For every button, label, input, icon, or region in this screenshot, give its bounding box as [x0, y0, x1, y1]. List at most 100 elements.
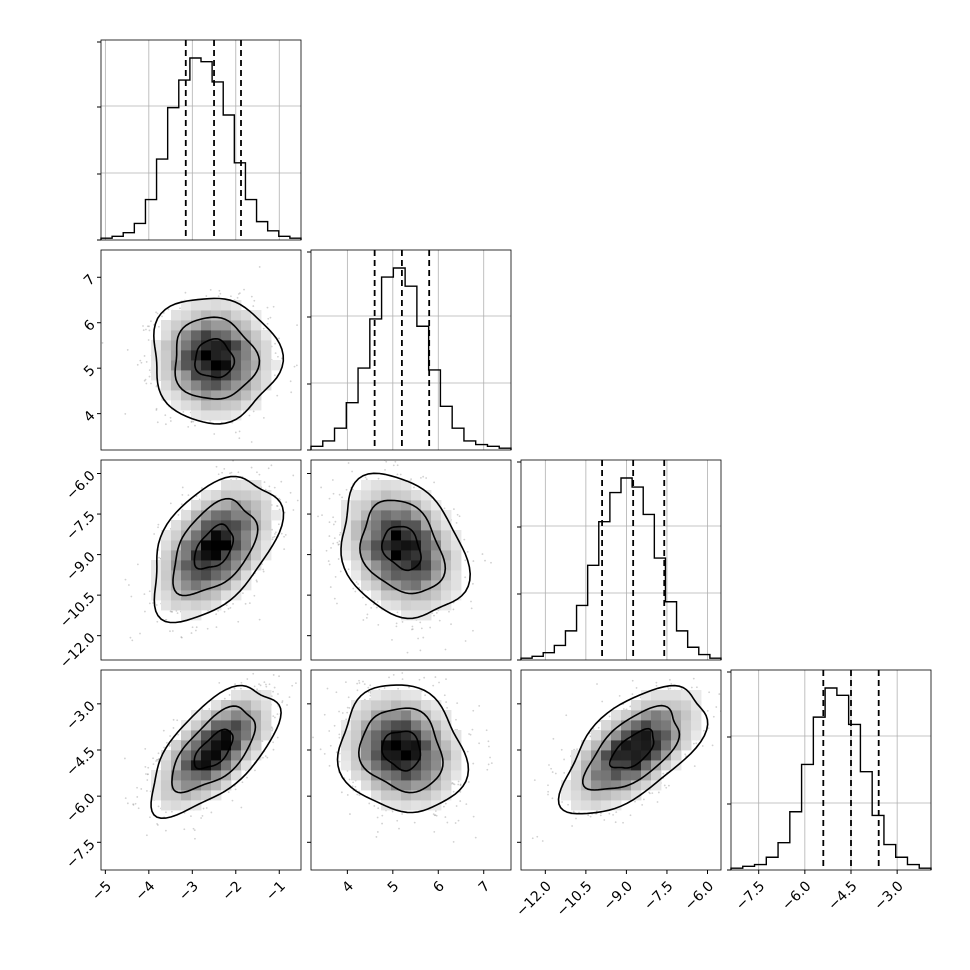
sample-point — [325, 549, 328, 552]
density-cell — [251, 360, 262, 371]
sample-point — [329, 586, 332, 588]
sample-point — [124, 578, 127, 581]
density-cell — [241, 380, 252, 391]
sample-point — [180, 636, 183, 638]
density-cell — [261, 350, 272, 361]
sample-point — [156, 822, 158, 825]
density-cell — [201, 310, 212, 321]
density-cell — [171, 310, 182, 321]
density-cell — [251, 490, 262, 501]
sample-point — [279, 498, 282, 501]
sample-point — [101, 342, 104, 344]
density-cell — [221, 380, 232, 391]
density-cell — [241, 400, 252, 411]
density-cell — [221, 570, 232, 581]
density-cell — [241, 480, 252, 491]
density-cell — [261, 500, 272, 511]
sample-point — [235, 477, 238, 480]
sample-point — [184, 291, 187, 294]
density-cell — [171, 590, 182, 601]
density-cell — [241, 340, 252, 351]
sample-point — [126, 802, 129, 805]
axes-frame — [100, 39, 302, 241]
density-cell — [211, 380, 222, 391]
sample-point — [464, 640, 467, 642]
contour-line — [174, 316, 261, 400]
sample-point — [237, 471, 240, 474]
histogram-step-line — [520, 477, 722, 660]
sample-point — [419, 621, 422, 624]
density-cell — [211, 300, 222, 311]
sample-point — [321, 514, 323, 517]
density-cell — [241, 500, 252, 511]
sample-point — [355, 581, 358, 584]
density-cell — [241, 330, 252, 341]
sample-point — [248, 414, 251, 417]
sample-point — [262, 568, 265, 571]
sample-point — [252, 305, 255, 307]
sample-point — [376, 601, 379, 603]
sample-point — [169, 420, 172, 422]
sample-point — [223, 610, 226, 613]
sample-point — [140, 788, 143, 790]
sample-point — [472, 582, 474, 585]
sample-point — [164, 829, 167, 832]
density-cell — [211, 360, 222, 371]
density-cell — [191, 300, 202, 311]
sample-point — [466, 550, 469, 553]
sample-point — [448, 610, 450, 613]
sample-point — [250, 295, 253, 298]
sample-point — [332, 516, 335, 519]
sample-point — [148, 602, 151, 605]
sample-point — [433, 481, 436, 484]
sample-point — [182, 410, 185, 413]
sample-point — [276, 394, 279, 397]
sample-point — [330, 547, 332, 549]
sample-point — [240, 681, 243, 684]
density-cell — [211, 530, 222, 541]
sample-point — [283, 535, 285, 538]
density-cell — [181, 540, 192, 551]
sample-point — [419, 649, 422, 652]
density-cell — [201, 540, 212, 551]
sample-point — [338, 493, 341, 496]
density-cell — [251, 330, 262, 341]
sample-point — [171, 630, 174, 632]
density-cell — [161, 540, 172, 551]
sample-point — [206, 627, 209, 630]
density-cell — [171, 330, 182, 341]
sample-point — [328, 521, 331, 524]
sample-point — [145, 382, 148, 385]
density-cell — [151, 340, 162, 351]
sample-point — [258, 473, 261, 476]
density-cell — [181, 330, 192, 341]
sample-point — [156, 620, 159, 623]
density-cell — [201, 320, 212, 331]
sample-point — [429, 661, 431, 663]
panel-content — [101, 266, 298, 443]
sample-point — [420, 627, 423, 630]
sample-point — [210, 811, 213, 814]
sample-point — [150, 382, 152, 385]
sample-point — [181, 486, 184, 489]
sample-point — [328, 497, 331, 500]
sample-point — [169, 735, 171, 737]
sample-point — [392, 464, 395, 467]
sample-point — [338, 533, 341, 536]
sample-point — [155, 407, 158, 410]
density-cell — [161, 570, 172, 581]
sample-point — [169, 416, 172, 419]
sample-point — [274, 531, 277, 534]
sample-point — [143, 379, 146, 382]
sample-point — [261, 563, 263, 566]
sample-point — [490, 561, 492, 564]
density-cell — [201, 390, 212, 401]
density-cell — [181, 550, 192, 561]
sample-point — [266, 306, 269, 309]
density-cell — [231, 360, 242, 371]
density-cell — [181, 560, 192, 571]
density-cell — [211, 350, 222, 361]
sample-point — [169, 630, 171, 633]
density-cell — [241, 550, 252, 561]
